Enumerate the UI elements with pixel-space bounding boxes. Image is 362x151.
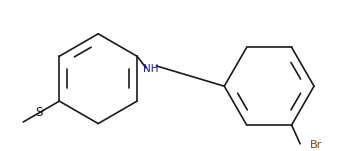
Text: S: S xyxy=(35,106,43,119)
Text: Br: Br xyxy=(310,140,322,150)
Text: NH: NH xyxy=(143,64,159,74)
